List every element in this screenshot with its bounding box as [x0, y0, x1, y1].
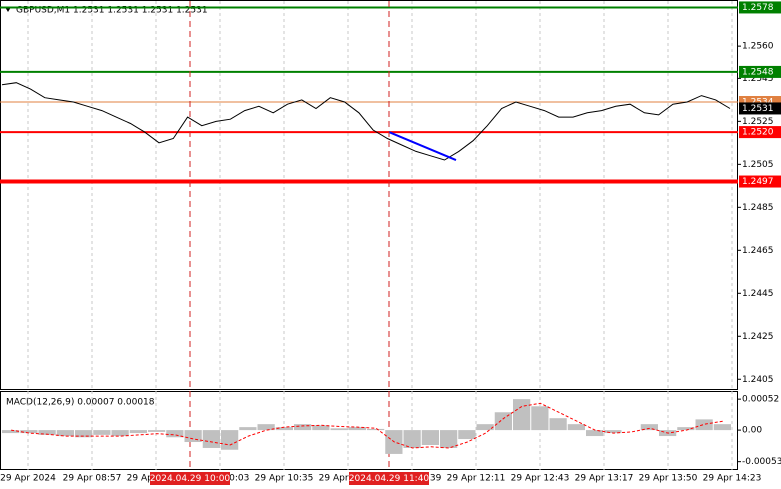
macd-bar — [257, 424, 275, 431]
macd-bar — [294, 424, 312, 431]
x-tick-label: 29 Apr 10:35 — [255, 474, 314, 484]
level-label-box — [739, 1, 781, 14]
time-marker-box — [150, 472, 230, 485]
y-tick-label: 1.2485 — [742, 203, 774, 213]
macd-frame — [0, 391, 738, 470]
x-tick-label: 29 Apr 14:23 — [703, 474, 762, 484]
macd-bar — [20, 430, 38, 434]
y-tick-label: 1.2560 — [742, 42, 774, 52]
macd-bar — [476, 424, 494, 431]
y-tick-label: 1.2525 — [742, 117, 774, 127]
price-line — [1, 82, 731, 161]
macd-bar — [494, 412, 512, 431]
macd-bar — [38, 430, 56, 435]
x-tick-label: 29 Apr 2024 — [0, 474, 56, 484]
x-tick-label: 29 Apr 12:11 — [447, 474, 506, 484]
current-price-label: 1.2531 — [742, 104, 774, 114]
x-tick-label: 29 Apr 12:43 — [511, 474, 570, 484]
macd-bar — [330, 428, 348, 431]
macd-bar — [421, 430, 439, 445]
level-label-box — [739, 175, 781, 188]
time-marker-label: 2024.04.29 11:40 — [349, 474, 430, 484]
y-tick-label: 1.2445 — [742, 289, 774, 299]
level-label: 1.2520 — [742, 128, 774, 138]
macd-bar — [677, 427, 695, 431]
macd-bar — [93, 430, 111, 435]
macd-bar — [129, 430, 147, 434]
macd-bar — [75, 430, 93, 438]
macd-bar — [695, 419, 713, 431]
macd-bar — [221, 430, 239, 450]
y-tick-label: 1.2545 — [742, 74, 774, 84]
y-tick-label: -0.00053 — [742, 457, 781, 467]
trend-line — [388, 131, 457, 161]
macd-bar — [367, 428, 385, 431]
y-tick-label: 0.00052 — [742, 395, 779, 405]
level-label: 1.2578 — [742, 3, 774, 13]
macd-title: MACD(12,26,9) 0.00007 0.00018 — [6, 398, 155, 408]
x-tick-label: 29 Apr 11:07 — [319, 474, 378, 484]
macd-bar — [148, 430, 166, 432]
macd-bar — [111, 430, 129, 437]
macd-bar — [640, 424, 658, 431]
macd-bar — [403, 430, 421, 448]
macd-bar — [513, 399, 531, 431]
macd-bar — [2, 430, 20, 434]
x-tick-label: 29 Apr 13:17 — [575, 474, 634, 484]
y-tick-label: 1.2465 — [742, 246, 774, 256]
macd-bar — [586, 430, 604, 437]
macd-bar — [239, 427, 257, 431]
macd-bar — [549, 418, 567, 431]
macd-bar — [567, 424, 585, 431]
macd-bar — [348, 427, 366, 431]
y-tick-label: 1.2425 — [742, 332, 774, 342]
y-tick-label: 0.00 — [742, 426, 762, 436]
macd-bar — [458, 430, 476, 440]
time-marker-label: 2024.04.29 10:00 — [150, 474, 231, 484]
y-tick-label: 1.2505 — [742, 160, 774, 170]
level-label-box — [739, 126, 781, 139]
macd-bar — [713, 424, 731, 431]
macd-bar — [166, 430, 184, 438]
signal-line — [11, 402, 723, 449]
current-price-box — [739, 102, 781, 115]
main-frame — [0, 0, 738, 390]
macd-bar — [312, 425, 330, 431]
level-label: 1.2548 — [742, 67, 774, 77]
time-marker-box — [349, 472, 429, 485]
macd-bar — [604, 430, 622, 434]
macd-bar — [202, 430, 220, 448]
macd-bar — [440, 430, 458, 448]
macd-bar — [56, 430, 74, 437]
x-tick-label: 29 Apr 08:57 — [63, 474, 122, 484]
macd-bar — [275, 427, 293, 431]
macd-bar — [184, 430, 202, 443]
level-label: 1.2497 — [742, 177, 774, 187]
macd-bar — [531, 406, 549, 431]
x-tick-label: 29 Apr 13:50 — [639, 474, 698, 484]
y-tick-label: 1.2405 — [742, 375, 774, 385]
main-title: GBPUSD,M1 1.2531 1.2531 1.2531 1.2531 — [16, 6, 208, 16]
level-label-box — [739, 65, 781, 78]
